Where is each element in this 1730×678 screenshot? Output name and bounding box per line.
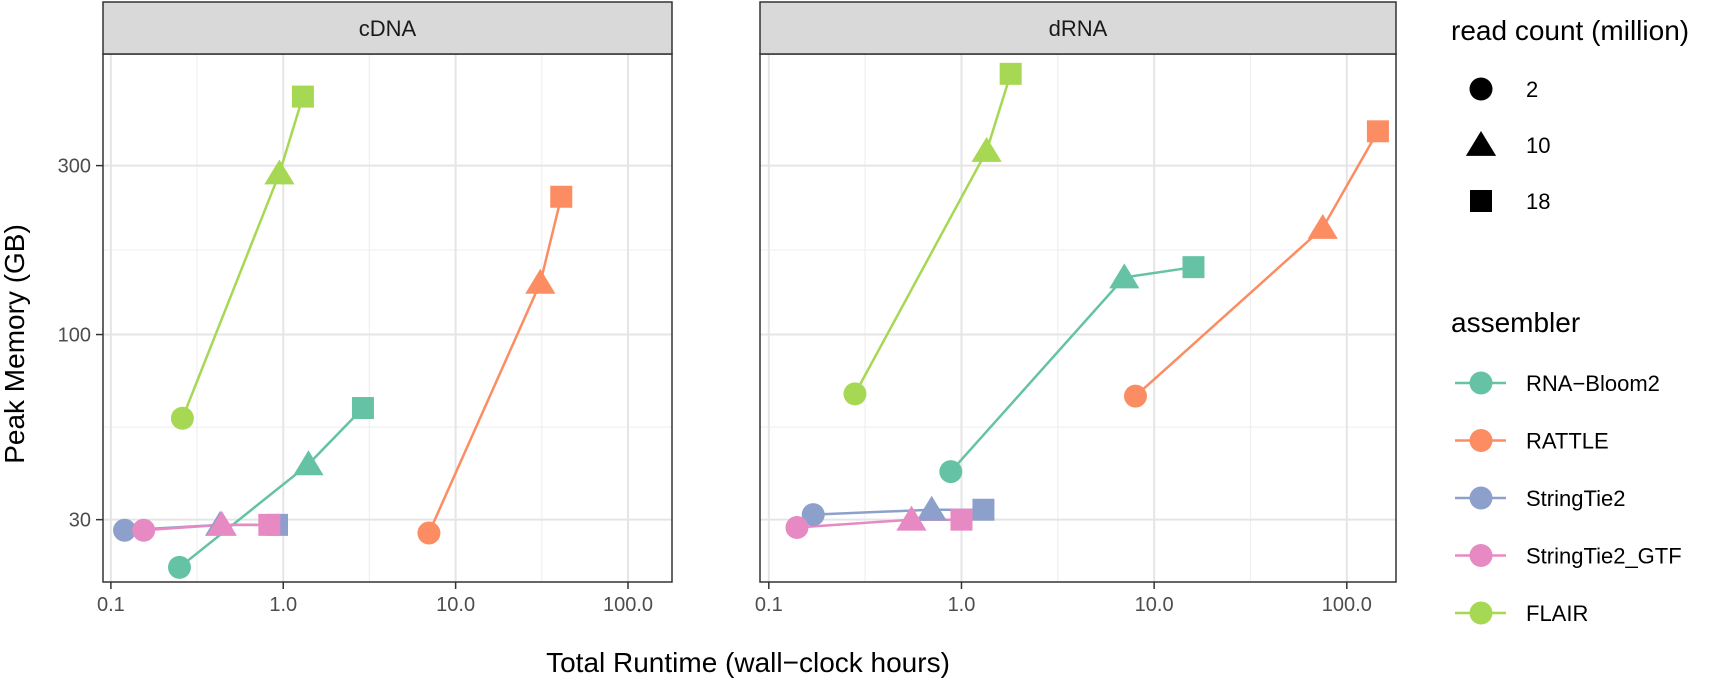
data-point-rattle-2 xyxy=(417,521,441,545)
legend-key-square xyxy=(1470,190,1492,212)
facet-panels: cDNA 0.1 1.0 10.0 100.0 30 100 300 dRNA 0.1 1.0 10.… xyxy=(58,1,1397,616)
facet-strip-label: cDNA xyxy=(359,16,417,41)
x-tick-label: 1.0 xyxy=(269,594,297,616)
x-tick-label: 0.1 xyxy=(755,594,783,616)
y-tick-label: 100 xyxy=(58,325,91,347)
data-point-rattle-10 xyxy=(1307,213,1338,239)
data-point-flair-10 xyxy=(971,136,1002,162)
plot-background xyxy=(760,54,1396,582)
minor-gridlines xyxy=(103,54,672,582)
minor-gridlines xyxy=(760,54,1396,582)
y-axis-title: Peak Memory (GB) xyxy=(0,224,30,464)
data-point-rna-bloom2-18 xyxy=(1182,256,1205,279)
legend-label-read-count: 2 xyxy=(1526,77,1538,102)
data-point-stringtie2-gtf-10 xyxy=(896,505,927,531)
legend-key-circle xyxy=(1469,77,1493,101)
data-point-flair-2 xyxy=(843,382,867,406)
data-point-rna-bloom2-10 xyxy=(1109,263,1140,289)
facet-cdna: cDNA 0.1 1.0 10.0 100.0 30 100 300 xyxy=(58,1,673,616)
data-point-stringtie2-2 xyxy=(801,503,825,527)
legend-label-read-count: 18 xyxy=(1526,189,1550,214)
data-point-flair-18 xyxy=(999,62,1022,85)
legend-key-dot xyxy=(1469,601,1493,625)
legend-label-assembler: StringTie2 xyxy=(1526,486,1625,511)
data-point-rattle-2 xyxy=(1123,384,1147,408)
data-point-rattle-18 xyxy=(1366,120,1389,143)
y-tick-label: 300 xyxy=(58,156,91,178)
legend-key-dot xyxy=(1469,544,1493,567)
x-tick-label: 10.0 xyxy=(1135,594,1174,616)
x-tick-label: 1.0 xyxy=(948,594,976,616)
legend-key-dot xyxy=(1469,429,1493,452)
legend-label-assembler: StringTie2_GTF xyxy=(1526,544,1682,569)
x-tick-label: 100.0 xyxy=(603,594,653,616)
legend-key-triangle xyxy=(1465,131,1497,156)
facet-strip xyxy=(759,1,1397,55)
legend-label-assembler: RATTLE xyxy=(1526,429,1609,454)
facet-strip xyxy=(102,1,673,55)
legend-key-dot xyxy=(1469,486,1493,510)
data-point-stringtie2-2 xyxy=(113,518,137,542)
x-tick-label: 100.0 xyxy=(1322,594,1372,616)
legend-title-assembler: assembler xyxy=(1451,307,1580,338)
data-point-flair-18 xyxy=(291,85,314,108)
data-point-rna-bloom2-2 xyxy=(167,555,191,579)
data-point-stringtie2-gtf-10 xyxy=(206,510,237,536)
facet-drna: dRNA 0.1 1.0 10.0 100.0 xyxy=(755,1,1397,616)
x-tick-label: 10.0 xyxy=(436,594,475,616)
major-gridlines xyxy=(760,54,1396,582)
data-point-rna-bloom2-10 xyxy=(293,450,324,476)
y-tick-label: 30 xyxy=(69,510,91,532)
legend-key-dot xyxy=(1469,371,1493,395)
legend: read count (million) 2 10 18 assembler RNA−Bl… xyxy=(1451,15,1689,626)
data-point-stringtie2-18 xyxy=(972,498,995,521)
legend-label-assembler: FLAIR xyxy=(1526,601,1588,626)
data-point-rattle-18 xyxy=(550,185,573,208)
data-point-stringtie2-gtf-18 xyxy=(258,513,281,536)
data-point-flair-2 xyxy=(170,406,194,430)
legend-label-read-count: 10 xyxy=(1526,133,1550,158)
data-point-rattle-10 xyxy=(525,268,556,294)
plot-background xyxy=(103,54,672,582)
data-point-stringtie2-gtf-18 xyxy=(950,508,973,531)
data-point-stringtie2-gtf-2 xyxy=(132,518,156,542)
data-point-rna-bloom2-18 xyxy=(351,397,374,420)
data-point-rna-bloom2-2 xyxy=(939,460,963,484)
data-point-stringtie2-gtf-2 xyxy=(785,516,809,540)
legend-title-read-count: read count (million) xyxy=(1451,15,1689,46)
major-gridlines xyxy=(103,54,672,582)
data-point-flair-10 xyxy=(264,159,295,185)
legend-label-assembler: RNA−Bloom2 xyxy=(1526,371,1660,396)
facet-strip-label: dRNA xyxy=(1049,16,1108,41)
x-axis-title: Total Runtime (wall−clock hours) xyxy=(546,647,950,678)
x-tick-label: 0.1 xyxy=(97,594,125,616)
data-point-stringtie2-10 xyxy=(916,495,947,521)
